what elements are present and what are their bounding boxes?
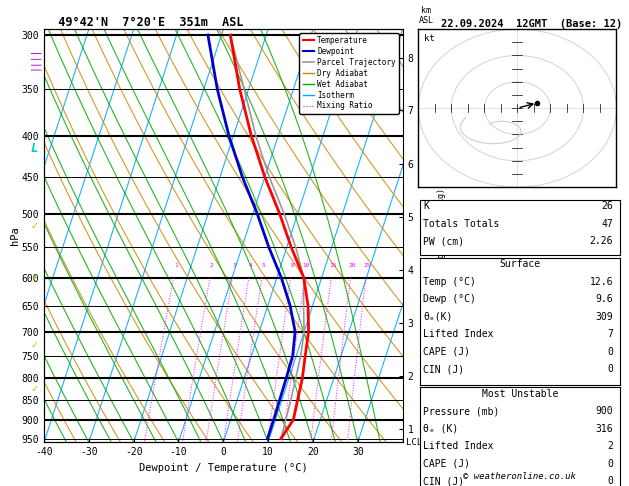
Text: Lifted Index: Lifted Index: [423, 441, 494, 451]
Text: Surface: Surface: [499, 259, 540, 269]
Text: 15: 15: [329, 263, 337, 268]
Text: 49°42'N  7°20'E  351m  ASL: 49°42'N 7°20'E 351m ASL: [44, 16, 243, 29]
Text: 20: 20: [348, 263, 356, 268]
Text: ||||: ||||: [30, 47, 40, 70]
Text: 2: 2: [608, 441, 613, 451]
Text: 10: 10: [303, 263, 310, 268]
X-axis label: Dewpoint / Temperature (°C): Dewpoint / Temperature (°C): [139, 463, 308, 473]
Text: 22.09.2024  12GMT  (Base: 12): 22.09.2024 12GMT (Base: 12): [441, 19, 622, 30]
Text: K: K: [423, 201, 429, 211]
Legend: Temperature, Dewpoint, Parcel Trajectory, Dry Adiabat, Wet Adiabat, Isotherm, Mi: Temperature, Dewpoint, Parcel Trajectory…: [299, 33, 399, 114]
Text: Most Unstable: Most Unstable: [482, 389, 558, 399]
Text: 2: 2: [210, 263, 214, 268]
Text: 47: 47: [601, 219, 613, 229]
Text: Dewp (°C): Dewp (°C): [423, 294, 476, 304]
Text: kt: kt: [424, 34, 435, 43]
Text: 1: 1: [174, 263, 177, 268]
Text: CIN (J): CIN (J): [423, 476, 464, 486]
Text: ✓: ✓: [31, 340, 38, 350]
Text: θₑ(K): θₑ(K): [423, 312, 453, 322]
Text: 900: 900: [596, 406, 613, 417]
Y-axis label: hPa: hPa: [10, 226, 20, 245]
Text: Totals Totals: Totals Totals: [423, 219, 499, 229]
Text: 12.6: 12.6: [590, 277, 613, 287]
Text: ✓: ✓: [31, 384, 38, 394]
Text: Lifted Index: Lifted Index: [423, 329, 494, 339]
Text: Mixing Ratio (g/kg): Mixing Ratio (g/kg): [438, 188, 447, 283]
Text: Temp (°C): Temp (°C): [423, 277, 476, 287]
Text: 309: 309: [596, 312, 613, 322]
Text: LCL: LCL: [406, 438, 422, 447]
Text: 4: 4: [249, 263, 252, 268]
Text: © weatheronline.co.uk: © weatheronline.co.uk: [464, 472, 576, 481]
Text: CAPE (J): CAPE (J): [423, 459, 470, 469]
Text: 3: 3: [232, 263, 236, 268]
Text: 316: 316: [596, 424, 613, 434]
Text: 8: 8: [291, 263, 294, 268]
Text: 0: 0: [608, 459, 613, 469]
Text: 0: 0: [608, 364, 613, 374]
Text: θₑ (K): θₑ (K): [423, 424, 459, 434]
Text: 26: 26: [601, 201, 613, 211]
Text: 0: 0: [608, 347, 613, 357]
Text: 2.26: 2.26: [590, 236, 613, 246]
Text: km
ASL: km ASL: [418, 6, 433, 25]
Text: Pressure (mb): Pressure (mb): [423, 406, 499, 417]
Text: 7: 7: [608, 329, 613, 339]
Text: L: L: [31, 142, 38, 155]
Text: 5: 5: [262, 263, 265, 268]
Text: CAPE (J): CAPE (J): [423, 347, 470, 357]
Text: PW (cm): PW (cm): [423, 236, 464, 246]
Text: 0: 0: [608, 476, 613, 486]
Text: CIN (J): CIN (J): [423, 364, 464, 374]
Text: ✓: ✓: [31, 272, 38, 282]
Text: ✓: ✓: [31, 221, 38, 231]
Text: 9.6: 9.6: [596, 294, 613, 304]
Text: 25: 25: [364, 263, 371, 268]
